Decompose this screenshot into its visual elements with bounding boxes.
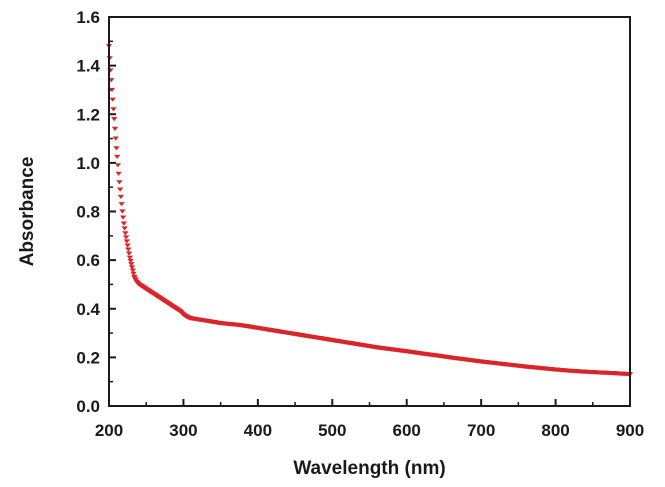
- y-tick-label: 0.4: [76, 300, 100, 319]
- data-point: [116, 180, 123, 185]
- y-tick-label: 1.6: [76, 8, 100, 27]
- data-point: [119, 209, 126, 214]
- y-tick-label: 1.2: [76, 105, 100, 124]
- data-point: [123, 239, 131, 244]
- x-tick-label: 300: [169, 421, 197, 440]
- data-point: [126, 255, 134, 260]
- data-point: [113, 146, 120, 151]
- data-point: [111, 126, 119, 131]
- plot-frame: [108, 16, 631, 407]
- x-axis-title: Wavelength (nm): [293, 458, 445, 479]
- data-point: [118, 202, 125, 207]
- y-tick-label: 0.2: [76, 348, 100, 367]
- data-point: [130, 271, 137, 277]
- data-point: [128, 262, 135, 267]
- data-point: [114, 163, 122, 168]
- data-point: [109, 97, 116, 102]
- data-point: [110, 107, 117, 112]
- data-point: [125, 247, 132, 252]
- data-series: [105, 44, 634, 377]
- y-tick-label: 0.0: [76, 397, 100, 416]
- data-point: [117, 194, 125, 200]
- tick-labels: 200 300 400 500 600 700 800 900 0.0 0.2 0.4 0.6 0.8 1…: [76, 8, 644, 440]
- data-point: [122, 235, 130, 240]
- data-point: [120, 221, 128, 226]
- x-tick-label: 200: [95, 421, 123, 440]
- x-tick-label: 500: [318, 421, 346, 440]
- data-point: [121, 226, 128, 231]
- y-axis-title: Absorbance: [17, 157, 38, 267]
- data-point: [116, 187, 124, 192]
- x-tick-label: 600: [393, 421, 421, 440]
- y-tick-label: 0.6: [76, 251, 100, 270]
- data-point: [128, 265, 136, 270]
- data-point: [108, 87, 116, 93]
- y-tick-label: 1.4: [76, 57, 100, 76]
- x-tick-label: 400: [244, 421, 272, 440]
- data-point: [129, 268, 137, 273]
- x-tick-label: 700: [467, 421, 495, 440]
- data-point: [115, 171, 122, 176]
- x-tick-label: 900: [616, 421, 644, 440]
- data-point: [111, 117, 118, 122]
- x-tick-label: 800: [541, 421, 569, 440]
- y-tick-label: 0.8: [76, 203, 100, 222]
- data-point: [119, 215, 127, 220]
- data-point: [127, 258, 134, 264]
- data-point: [112, 136, 119, 141]
- data-point: [113, 154, 121, 159]
- y-tick-label: 1.0: [76, 154, 100, 173]
- data-point: [122, 231, 129, 236]
- data-point: [124, 243, 131, 248]
- data-point: [125, 251, 133, 256]
